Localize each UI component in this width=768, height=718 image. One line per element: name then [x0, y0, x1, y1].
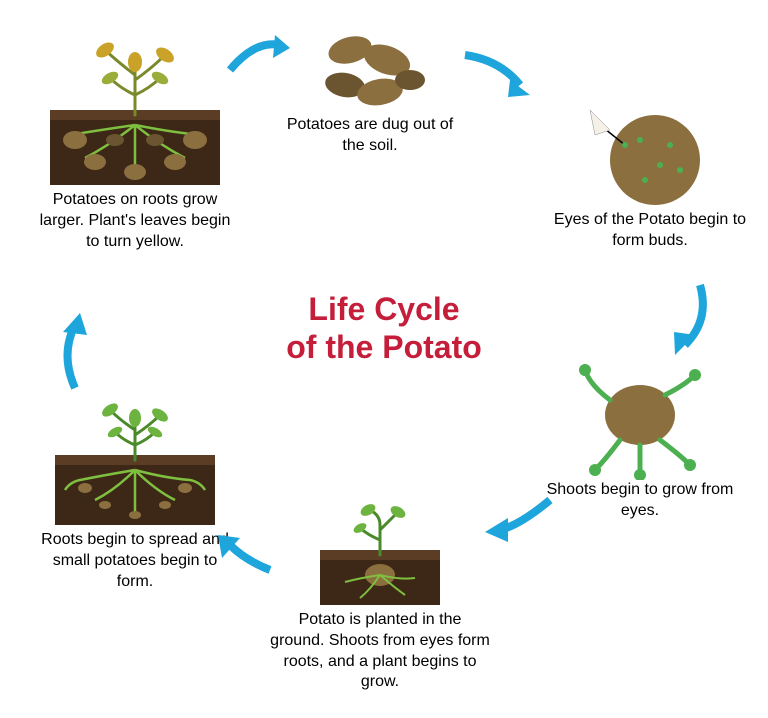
diagram-title: Life Cycle of the Potato: [254, 290, 514, 367]
arrow-dug-to-eyes: [460, 45, 540, 100]
stage-dug: Potatoes are dug out of the soil.: [280, 30, 460, 157]
stage-grow-larger: Potatoes on roots grow larger. Plant's l…: [30, 40, 240, 252]
stage-shoots-label: Shoots begin to grow from eyes.: [540, 480, 740, 522]
title-line-1: Life Cycle: [254, 290, 514, 328]
stage-dug-label: Potatoes are dug out of the soil.: [280, 115, 460, 157]
arrow-shoots-to-planted: [480, 490, 560, 545]
planted-potato-icon: [310, 500, 450, 610]
stage-eyes-label: Eyes of the Potato begin to form buds.: [550, 210, 750, 252]
potato-shoots-icon: [570, 360, 710, 480]
stage-larger-label: Potatoes on roots grow larger. Plant's l…: [35, 190, 235, 252]
arrow-eyes-to-shoots: [660, 280, 720, 360]
stage-roots-spread: Roots begin to spread and small potatoes…: [30, 400, 240, 592]
arrow-roots-to-larger: [45, 310, 100, 395]
grow-larger-icon: [40, 40, 230, 190]
roots-spread-icon: [45, 400, 225, 530]
arrow-planted-to-roots: [210, 530, 280, 580]
arrow-larger-to-dug: [225, 30, 295, 80]
stage-shoots: Shoots begin to grow from eyes.: [540, 360, 740, 522]
potato-eyes-icon: [585, 100, 715, 210]
stage-roots-label: Roots begin to spread and small potatoes…: [35, 530, 235, 592]
dug-potatoes-icon: [305, 30, 435, 115]
stage-eyes: Eyes of the Potato begin to form buds.: [550, 100, 750, 252]
stage-planted: Potato is planted in the ground. Shoots …: [270, 500, 490, 693]
stage-planted-label: Potato is planted in the ground. Shoots …: [270, 610, 490, 693]
title-line-2: of the Potato: [254, 328, 514, 366]
